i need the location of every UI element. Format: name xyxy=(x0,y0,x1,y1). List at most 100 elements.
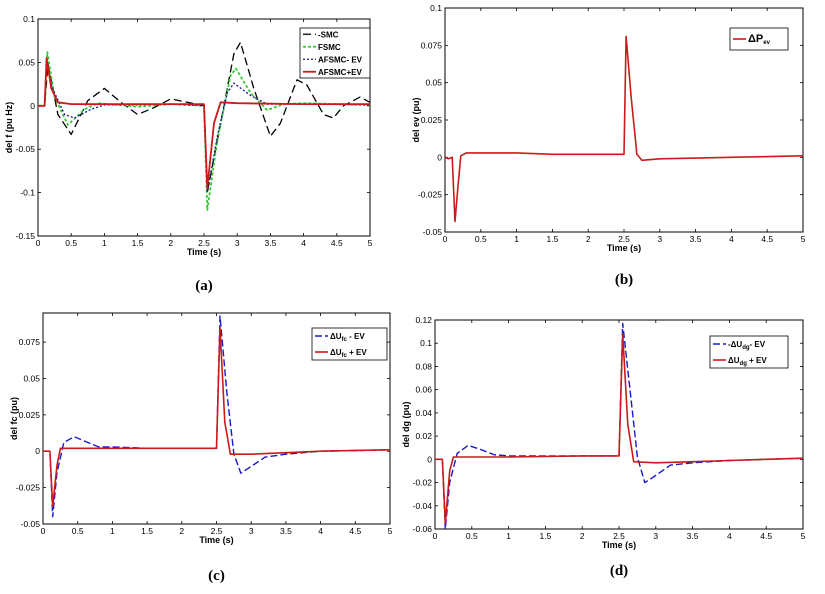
y-tick-label: 0 xyxy=(30,101,35,111)
x-tick-label: 4 xyxy=(318,526,323,536)
x-tick-label: 1 xyxy=(110,526,115,536)
x-tick-label: 1.5 xyxy=(141,526,153,536)
y-tick-label: -0.15 xyxy=(16,231,36,241)
x-tick-label: 3.5 xyxy=(687,531,699,541)
x-tick-label: 1 xyxy=(102,238,107,248)
legend-entry: AFSMC+EV xyxy=(318,68,362,77)
y-tick-label: -0.02 xyxy=(413,478,433,488)
legend-entry: ΔPev xyxy=(748,33,771,46)
y-tick-label: 0.1 xyxy=(23,14,35,24)
legend-tail: - EV xyxy=(750,340,766,349)
chart-c: 0 0.5 1 1.5 2 2.5 3 3.5 4 4.5 50.0750.050.0250-0.0… xyxy=(9,312,393,584)
y-tick-label: 0.1 xyxy=(430,3,442,13)
y-tick-label: 0.1 xyxy=(420,338,432,348)
legend: ΔPev xyxy=(729,27,789,51)
x-axis-label: Time (s) xyxy=(199,535,233,545)
legend-tail: + EV xyxy=(347,348,367,357)
legend-entry: ΔUfc - EV xyxy=(330,332,365,343)
y-tick-label: 0 xyxy=(437,152,442,162)
x-tick-label: 5 xyxy=(801,531,806,541)
x-tick-label: 4 xyxy=(729,234,734,244)
y-tick-label: 0.05 xyxy=(18,57,35,67)
y-tick-label: 0.025 xyxy=(19,410,41,420)
legend-main: ΔP xyxy=(748,33,763,45)
panel-label: (a) xyxy=(195,278,213,294)
y-axis-label: del f (pu Hz) xyxy=(4,102,14,154)
y-tick-label: -0.05 xyxy=(21,519,41,529)
x-tick-label: 2.5 xyxy=(613,531,625,541)
y-tick-label: 0.08 xyxy=(415,361,432,371)
legend-subscript: dg xyxy=(740,361,748,367)
y-axis-label: del dg (pu) xyxy=(401,402,411,448)
x-tick-label: 4.5 xyxy=(349,526,361,536)
x-tick-label: 3 xyxy=(235,238,240,248)
legend-tail: - EV xyxy=(347,332,365,341)
x-tick-label: 3 xyxy=(653,531,658,541)
series-line--ufc-ev xyxy=(43,326,390,508)
y-tick-label: 0 xyxy=(35,446,40,456)
x-tick-label: 3.5 xyxy=(280,526,292,536)
legend-subscript: fc xyxy=(342,353,348,359)
x-tick-label: 0.5 xyxy=(72,526,84,536)
legend-box xyxy=(729,27,789,51)
legend-entry: -SMC xyxy=(318,30,339,39)
x-tick-label: 5 xyxy=(368,238,373,248)
x-tick-label: 0 xyxy=(443,234,448,244)
y-tick-label: -0.025 xyxy=(16,483,40,493)
x-tick-label: 5 xyxy=(801,234,806,244)
y-tick-label: 0 xyxy=(427,454,432,464)
x-axis-label: Time (s) xyxy=(187,247,221,257)
legend-entry: ΔUfc + EV xyxy=(330,348,367,359)
y-axis-label: del ev (pu) xyxy=(411,97,421,142)
x-tick-label: 1 xyxy=(506,531,511,541)
x-tick-label: 0 xyxy=(36,238,41,248)
legend-entry: FSMC xyxy=(318,43,341,52)
x-tick-label: 1.5 xyxy=(539,531,551,541)
x-tick-label: 5 xyxy=(388,526,393,536)
y-tick-label: 0.06 xyxy=(415,385,432,395)
x-tick-label: 3 xyxy=(657,234,662,244)
legend-entry: -ΔUdg- EV xyxy=(728,340,766,351)
y-axis-label: del fc (pu) xyxy=(9,397,19,440)
x-tick-label: 0.5 xyxy=(475,234,487,244)
legend-subscript: ev xyxy=(763,40,770,46)
x-tick-label: 3 xyxy=(249,526,254,536)
y-tick-label: -0.05 xyxy=(423,227,443,237)
y-tick-label: 0.12 xyxy=(415,315,432,325)
x-tick-label: 2 xyxy=(168,238,173,248)
x-tick-label: 4 xyxy=(301,238,306,248)
y-tick-label: 0.075 xyxy=(19,337,41,347)
series-line-afsmc-ev xyxy=(38,57,370,190)
legend-subscript: fc xyxy=(342,337,348,343)
legend-main: ΔU xyxy=(330,332,342,341)
panel-label: (d) xyxy=(610,563,628,579)
x-tick-label: 1.5 xyxy=(132,238,144,248)
series-line--pev xyxy=(445,35,803,223)
legend-tail: + EV xyxy=(747,356,767,365)
legend-box xyxy=(311,327,388,361)
x-tick-label: 2.5 xyxy=(618,234,630,244)
x-tick-label: 4.5 xyxy=(760,531,772,541)
legend: -SMC FSMC AFSMC- EV AFSMC+EV xyxy=(299,27,371,79)
x-tick-label: 4 xyxy=(727,531,732,541)
x-tick-label: 4.5 xyxy=(761,234,773,244)
y-tick-label: 0.025 xyxy=(421,115,443,125)
chart-b: 0 0.5 1 1.5 2 2.5 3 3.5 4 4.5 50.10.0750.050.0250-… xyxy=(411,3,806,288)
x-tick-label: 0 xyxy=(433,531,438,541)
legend-entry: ΔUdg + EV xyxy=(728,356,767,367)
x-tick-label: 2 xyxy=(179,526,184,536)
legend-main: -ΔU xyxy=(728,340,742,349)
x-tick-label: 2 xyxy=(586,234,591,244)
y-tick-label: 0.05 xyxy=(23,373,40,383)
y-tick-label: 0.02 xyxy=(415,431,432,441)
legend-main: ΔU xyxy=(728,356,740,365)
y-tick-label: -0.1 xyxy=(20,188,35,198)
y-tick-label: -0.06 xyxy=(413,524,433,534)
y-tick-label: 0.05 xyxy=(425,78,442,88)
y-tick-label: 0.04 xyxy=(415,408,432,418)
x-tick-label: 1 xyxy=(514,234,519,244)
x-axis-label: Time (s) xyxy=(602,540,636,550)
